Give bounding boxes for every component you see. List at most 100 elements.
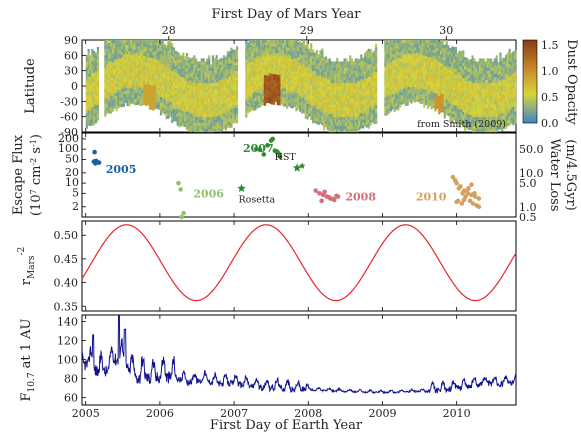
dust-cell [119,76,122,80]
dust-cell [135,43,138,47]
dust-cell [360,88,363,92]
dust-cell [91,82,94,86]
dust-cell [434,68,437,72]
dust-cell [354,70,357,74]
dust-cell [178,90,181,94]
dust-cell [334,116,337,120]
dust-cell [426,74,430,79]
dust-cell [184,74,187,78]
dust-cell [460,90,463,95]
dust-cell [491,79,495,84]
dust-cell [356,67,359,71]
dust-cell [146,43,150,47]
dust-cell [87,101,90,105]
dust-cell [430,75,433,79]
dust-cell [447,76,450,80]
dust-cell [341,128,344,133]
dust-cell [310,55,313,59]
dust-cell [419,88,422,92]
dust-cell [191,57,194,61]
dust-cell [228,106,231,110]
dust-cell [417,80,420,84]
dust-cell [115,64,118,69]
dust-cell [310,86,313,90]
dust-cell [397,101,400,105]
dust-cell [324,87,328,91]
dust-cell [336,82,339,86]
dust-cell [336,128,339,132]
dust-cell [219,125,222,130]
dust-cell [412,89,415,93]
dust-cell [384,109,387,113]
dust-cell [213,116,216,120]
dust-cell [297,60,300,64]
dust-cell [336,61,339,65]
dust-cell [189,89,192,93]
dust-cell [441,69,445,73]
dust-cell [402,57,406,61]
dust-cell [480,64,483,68]
dust-cell [130,75,133,80]
dust-cell [289,89,292,93]
dust-cell [141,50,144,54]
dust-cell [87,58,90,62]
dust-cell [419,51,422,55]
dust-cell [191,118,194,122]
dust-cell [300,79,304,83]
dust-cell [172,47,176,51]
dust-cell [159,102,163,107]
dust-cell [278,90,281,94]
dust-cell [145,56,148,61]
dust-cell [122,57,126,61]
dust-cell [334,92,337,96]
dust-cell [111,99,114,103]
dust-cell [228,66,231,70]
dust-cell [146,46,150,51]
dust-cell [493,70,496,74]
dust-cell [326,86,330,91]
dust-cell [222,76,226,80]
dust-cell [493,119,496,123]
dust-cell [202,104,205,108]
dust-cell [486,122,489,127]
dust-cell [471,110,474,114]
dust-cell [330,128,333,133]
dust-cell [184,83,187,88]
dust-cell [133,98,137,103]
dust-cell [158,106,161,110]
dust-cell [260,87,263,92]
dust-cell [171,73,174,77]
dust-cell [308,88,311,92]
dust-cell [299,77,302,82]
dust-cell [226,57,229,61]
dust-cell [250,101,253,105]
dust-cell [145,50,148,54]
dust-cell [139,59,142,64]
dust-cell [165,112,168,117]
dust-cell [321,110,324,114]
dust-cell [295,40,298,44]
dust-cell [213,98,216,102]
dust-cell [449,78,452,83]
dust-cell [488,95,491,99]
dust-cell [258,98,261,102]
dust-cell [384,106,387,110]
dust-cell [460,69,463,73]
dust-cell [139,47,142,51]
dust-cell [497,123,500,127]
dust-cell [113,102,116,106]
dust-cell [456,56,459,60]
dust-cell [106,110,109,114]
dust-cell [373,74,376,79]
dust-cell [426,87,430,91]
dust-cell [163,96,166,100]
dust-cell [273,95,276,99]
dust-cell [436,90,439,94]
dust-cell [367,85,370,89]
dust-cell [367,94,370,98]
dust-cell [306,113,309,117]
dust-cell [356,104,359,108]
dust-cell [428,56,432,61]
dust-cell [497,120,500,124]
dust-cell [445,40,448,44]
